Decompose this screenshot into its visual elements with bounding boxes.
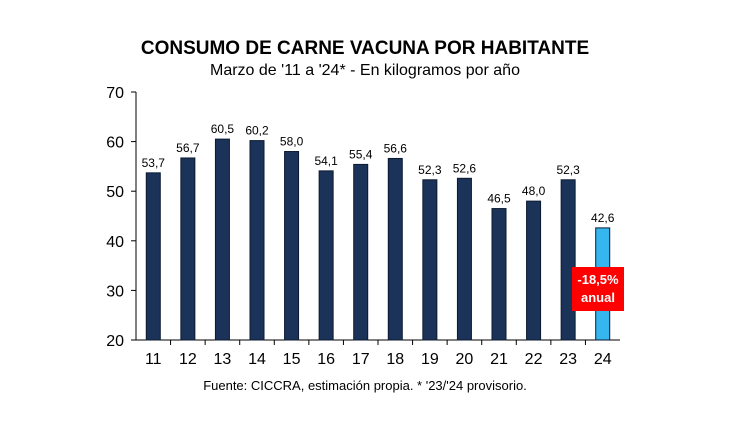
y-tick-label: 70 [106, 85, 124, 102]
x-tick-label: 18 [386, 351, 404, 368]
bar-21 [491, 208, 507, 341]
data-label: 52,3 [418, 163, 442, 177]
x-tick-label: 14 [248, 351, 266, 368]
bar-12 [180, 157, 196, 341]
y-tick-label: 40 [106, 234, 124, 251]
x-tick-label: 15 [283, 351, 301, 368]
x-tick-label: 13 [214, 351, 232, 368]
x-tick-label: 20 [456, 351, 474, 368]
y-tick-label: 30 [106, 283, 124, 300]
x-tick-label: 21 [490, 351, 508, 368]
bar-16 [318, 170, 334, 341]
bar-22 [526, 200, 542, 341]
bar-20 [456, 177, 472, 341]
data-label: 52,6 [453, 161, 477, 175]
source-note: Fuente: CICCRA, estimación propia. * '23… [203, 378, 527, 393]
bar-14 [249, 140, 265, 341]
annual-change-label: anual [581, 290, 615, 305]
annual-change-badge: -18,5% anual [572, 267, 624, 311]
data-label: 52,3 [556, 163, 580, 177]
data-label: 60,5 [211, 122, 235, 136]
y-tick-label: 50 [106, 184, 124, 201]
x-tick-label: 24 [594, 351, 612, 368]
data-label: 53,7 [142, 156, 166, 170]
x-tick-label: 22 [525, 351, 543, 368]
bar-11 [145, 172, 161, 341]
data-label: 46,5 [487, 192, 511, 206]
bar-18 [387, 157, 403, 341]
bar-23 [560, 179, 576, 341]
y-tick-label: 60 [106, 135, 124, 152]
data-label: 58,0 [280, 135, 304, 149]
data-label: 48,0 [522, 184, 546, 198]
data-label: 42,6 [591, 211, 615, 225]
data-label: 56,6 [384, 141, 408, 155]
x-tick-label: 19 [421, 351, 439, 368]
annual-change-value: -18,5% [577, 272, 619, 287]
x-tick-label: 17 [352, 351, 370, 368]
data-label: 56,7 [176, 141, 200, 155]
data-label: 54,1 [314, 154, 338, 168]
x-tick-label: 11 [145, 351, 162, 368]
bar-17 [353, 163, 369, 341]
x-tick-label: 12 [179, 351, 197, 368]
x-tick-label: 16 [317, 351, 335, 368]
bar-15 [284, 151, 300, 341]
y-tick-label: 20 [106, 333, 124, 350]
data-label: 55,4 [349, 147, 373, 161]
x-tick-label: 23 [559, 351, 577, 368]
bar-13 [214, 138, 230, 341]
bar-19 [422, 179, 438, 341]
chart-title: CONSUMO DE CARNE VACUNA POR HABITANTE [140, 38, 590, 59]
chart-subtitle: Marzo de '11 a '24* - En kilogramos por … [210, 62, 520, 79]
data-label: 60,2 [245, 124, 269, 138]
